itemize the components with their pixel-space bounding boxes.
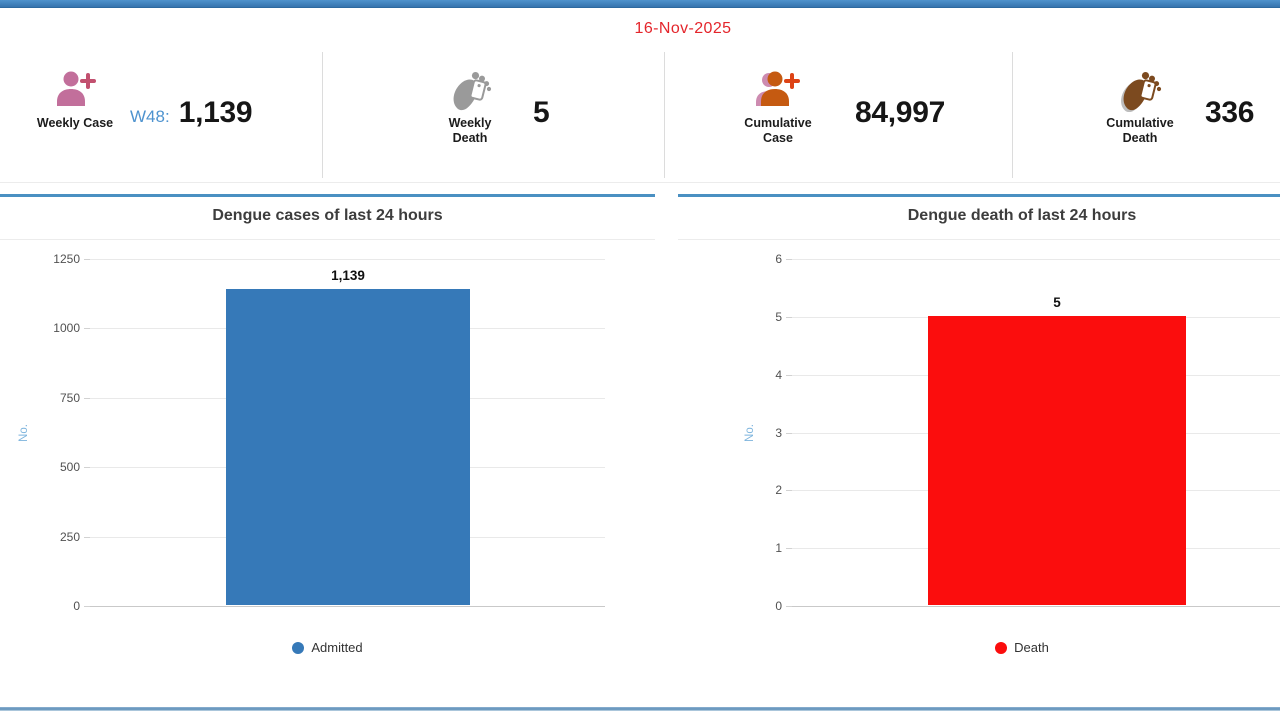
kpi-label: Cumulative Death xyxy=(1106,116,1174,145)
kpi-card-cumulative-case: Cumulative Case 84,997 xyxy=(665,50,1013,182)
bar-admitted[interactable] xyxy=(226,288,470,605)
legend-marker-icon[interactable] xyxy=(995,641,1008,654)
kpi-figure: Cumulative Death xyxy=(1092,68,1188,146)
y-tick-label: 4 xyxy=(775,367,782,382)
kpi-figure: Weekly Death xyxy=(422,68,518,146)
kpi-section-border xyxy=(0,182,1280,183)
axis-tick xyxy=(786,606,792,607)
kpi-label: Cumulative Case xyxy=(744,116,812,145)
axis-tick xyxy=(786,490,792,492)
bar-value-label: 5 xyxy=(1053,294,1061,310)
gridline xyxy=(792,259,1280,260)
kpi-card-weekly-death: Weekly Death 5 xyxy=(322,50,665,182)
kpi-divider xyxy=(664,52,665,178)
kpi-value: 1,139 xyxy=(178,96,253,129)
foot-toe-tag-icon xyxy=(453,72,492,111)
gridline xyxy=(90,606,605,607)
y-tick-label: 0 xyxy=(73,599,80,613)
y-tick-label: 750 xyxy=(59,390,80,405)
axis-tick xyxy=(786,374,792,376)
kpi-value: 336 xyxy=(1205,96,1255,129)
axis-tick xyxy=(786,259,792,260)
axis-tick xyxy=(786,316,792,318)
axis-tick xyxy=(84,467,90,469)
bar-value-label: 1,139 xyxy=(331,267,365,283)
person-plus-icon xyxy=(57,71,96,106)
bar-death[interactable] xyxy=(928,315,1186,605)
top-header-bar xyxy=(0,0,1280,8)
foot-toe-tag-icon xyxy=(1121,72,1162,112)
chart-panel-dengue-cases: Dengue cases of last 24 hours No. 0 250 50… xyxy=(0,194,655,664)
kpi-divider xyxy=(322,52,323,178)
kpi-card-cumulative-death: Cumulative Death 336 xyxy=(1013,50,1280,182)
kpi-card-weekly-case: Weekly Case W48: 1,139 xyxy=(0,50,322,182)
gridline xyxy=(792,606,1280,607)
y-tick-label: 1250 xyxy=(53,252,80,266)
kpi-figure: Cumulative Case xyxy=(730,68,826,146)
legend-marker-icon[interactable] xyxy=(292,641,305,654)
people-plus-icon xyxy=(756,71,800,106)
plot-area: 0 1 2 3 4 5 6 5 xyxy=(775,252,1280,613)
legend-label[interactable]: Admitted xyxy=(311,640,363,655)
y-tick-label: 500 xyxy=(59,460,80,475)
title-divider xyxy=(678,239,1280,240)
kpi-value: 84,997 xyxy=(855,96,945,129)
axis-tick xyxy=(84,397,90,399)
kpi-value-group: 84,997 xyxy=(855,96,945,130)
plot-area: 0 250 500 750 1000 1250 1,139 xyxy=(53,252,605,613)
legend-admitted[interactable]: Admitted xyxy=(0,640,655,655)
y-tick-label: 6 xyxy=(775,252,782,266)
y-tick-label: 0 xyxy=(775,599,782,613)
legend-death[interactable]: Death xyxy=(678,640,1280,655)
legend-label[interactable]: Death xyxy=(1014,640,1049,655)
axis-tick xyxy=(786,432,792,434)
axis-tick xyxy=(84,606,90,607)
chart-title: Dengue death of last 24 hours xyxy=(907,207,1137,224)
kpi-value: 5 xyxy=(533,96,550,129)
axis-tick xyxy=(786,548,792,550)
y-tick-label: 2 xyxy=(775,483,782,498)
report-date: 16-Nov-2025 xyxy=(634,20,732,37)
y-tick-label: 5 xyxy=(775,309,782,324)
y-tick-label: 3 xyxy=(775,425,782,440)
kpi-value-group: 5 xyxy=(533,96,550,130)
kpi-week-prefix: W48: xyxy=(130,107,170,126)
kpi-label: Weekly Case xyxy=(36,116,114,130)
y-tick-label: 1 xyxy=(775,541,782,556)
gridline xyxy=(90,259,605,260)
chart-title: Dengue cases of last 24 hours xyxy=(212,207,443,224)
axis-tick xyxy=(84,259,90,260)
axis-tick xyxy=(84,536,90,538)
kpi-value-group: W48: 1,139 xyxy=(130,96,253,130)
axis-tick xyxy=(84,328,90,330)
kpi-label: Weekly Death xyxy=(448,116,492,145)
bottom-section-border xyxy=(0,707,1280,711)
y-tick-label: 1000 xyxy=(53,321,80,336)
kpi-divider xyxy=(1012,52,1013,178)
kpi-row: Weekly Case W48: 1,139 xyxy=(0,50,1280,182)
title-divider xyxy=(0,239,655,240)
kpi-value-group: 336 xyxy=(1205,96,1254,130)
y-tick-label: 250 xyxy=(59,529,80,544)
kpi-figure: Weekly Case xyxy=(27,68,123,131)
y-axis-label: No. xyxy=(18,423,30,442)
